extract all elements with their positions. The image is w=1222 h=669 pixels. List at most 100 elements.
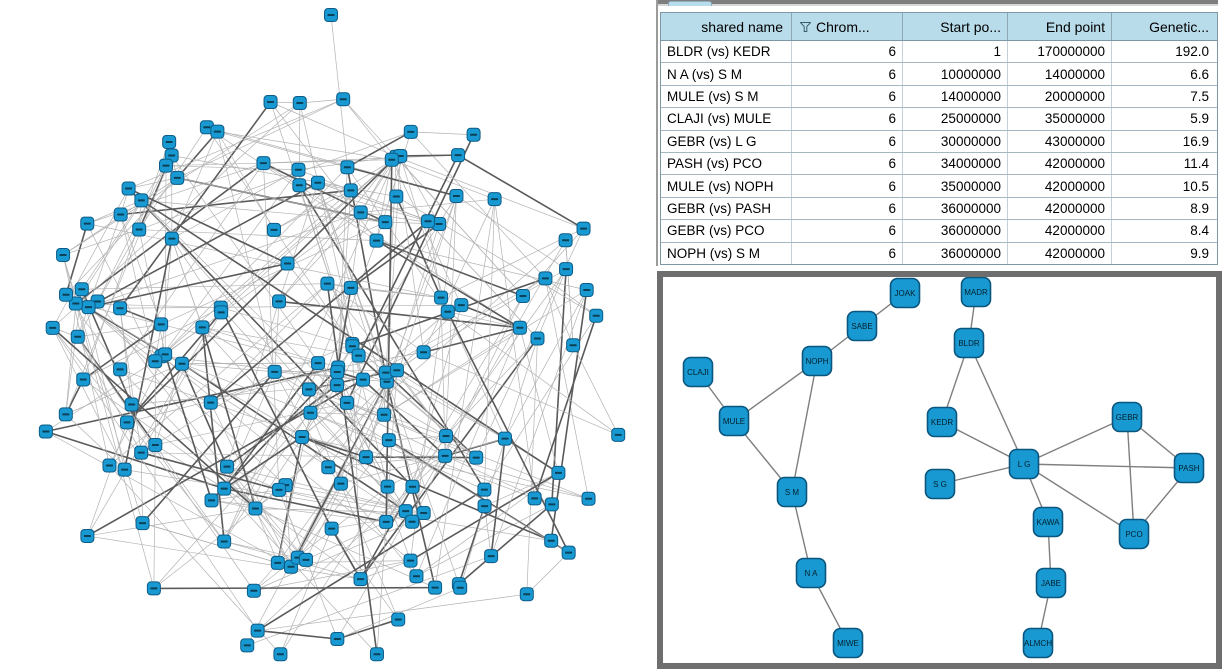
graph-node[interactable]: [81, 300, 96, 315]
column-header-genetic-distance[interactable]: Genetic...: [1112, 13, 1215, 40]
graph-node[interactable]: [58, 407, 73, 422]
graph-node[interactable]: [351, 348, 366, 363]
graph-node[interactable]: [263, 94, 278, 109]
graph-node[interactable]: [378, 215, 393, 230]
graph-node[interactable]: [291, 162, 306, 177]
graph-node[interactable]: [102, 458, 117, 473]
graph-node[interactable]: [380, 479, 395, 494]
graph-node[interactable]: [589, 308, 604, 323]
graph-node[interactable]: [113, 362, 128, 377]
graph-node[interactable]: [80, 528, 95, 543]
graph-node[interactable]: [369, 647, 384, 662]
graph-node[interactable]: [497, 431, 512, 446]
graph-node[interactable]: [403, 124, 418, 139]
graph-node[interactable]: [295, 429, 310, 444]
graph-node[interactable]: [170, 170, 185, 185]
graph-node[interactable]: [266, 222, 281, 237]
graph-node[interactable]: [113, 301, 128, 316]
graph-node[interactable]: [59, 287, 74, 302]
table-row[interactable]: CLAJI (vs) MULE 6 25000000 35000000 5.9: [661, 108, 1217, 131]
graph-node[interactable]: [217, 481, 232, 496]
graph-node[interactable]: [379, 514, 394, 529]
graph-node[interactable]: [68, 296, 83, 311]
graph-node[interactable]: ALMCH: [1022, 627, 1054, 659]
graph-node[interactable]: [544, 533, 559, 548]
graph-node[interactable]: [439, 429, 454, 444]
graph-edge[interactable]: [1023, 416, 1128, 465]
graph-node[interactable]: KEDR: [926, 406, 958, 438]
graph-node[interactable]: [544, 497, 559, 512]
graph-node[interactable]: [134, 193, 149, 208]
graph-node[interactable]: [246, 583, 261, 598]
graph-node[interactable]: [428, 580, 443, 595]
graph-node[interactable]: [561, 545, 576, 560]
graph-node[interactable]: [353, 205, 368, 220]
graph-node[interactable]: [512, 320, 527, 335]
graph-node[interactable]: [378, 365, 393, 380]
graph-node[interactable]: [454, 298, 469, 313]
graph-node[interactable]: [353, 572, 368, 587]
graph-node[interactable]: [330, 378, 345, 393]
graph-node[interactable]: S M: [776, 476, 808, 508]
graph-node[interactable]: [558, 233, 573, 248]
table-row[interactable]: NOPH (vs) S M 6 36000000 42000000 9.9: [661, 242, 1217, 264]
graph-node[interactable]: [440, 304, 455, 319]
graph-node[interactable]: [250, 623, 265, 638]
graph-node[interactable]: BLDR: [953, 327, 985, 359]
detail-network-canvas[interactable]: JOAK SABE NOPH CLAJI MULE S M N A MIWE MADR BLDR K…: [663, 277, 1216, 663]
graph-node[interactable]: [272, 294, 287, 309]
graph-node[interactable]: PCO: [1118, 518, 1150, 550]
graph-node[interactable]: [538, 271, 553, 286]
graph-node[interactable]: [45, 320, 60, 335]
graph-node[interactable]: [135, 516, 150, 531]
graph-edge[interactable]: [791, 360, 818, 493]
graph-node[interactable]: [214, 305, 229, 320]
graph-node[interactable]: [301, 382, 316, 397]
graph-node[interactable]: JABE: [1035, 567, 1067, 599]
graph-edge[interactable]: [1126, 416, 1135, 535]
graph-node[interactable]: [551, 465, 566, 480]
graph-node[interactable]: [113, 207, 128, 222]
graph-node[interactable]: [204, 493, 219, 508]
graph-node[interactable]: [453, 580, 468, 595]
table-row[interactable]: MULE (vs) S M 6 14000000 20000000 7.5: [661, 85, 1217, 109]
graph-node[interactable]: [356, 372, 371, 387]
graph-node[interactable]: [148, 354, 163, 369]
graph-node[interactable]: [74, 282, 89, 297]
graph-node[interactable]: [311, 356, 326, 371]
graph-node[interactable]: [330, 364, 345, 379]
graph-edge[interactable]: [968, 342, 1025, 465]
graph-node[interactable]: [330, 631, 345, 646]
graph-node[interactable]: [416, 506, 431, 521]
graph-node[interactable]: [469, 450, 484, 465]
graph-node[interactable]: [162, 134, 177, 149]
graph-node[interactable]: [381, 433, 396, 448]
graph-node[interactable]: [56, 247, 71, 262]
graph-node[interactable]: [256, 156, 271, 171]
graph-node[interactable]: [409, 569, 424, 584]
graph-node[interactable]: [377, 407, 392, 422]
graph-node[interactable]: [273, 647, 288, 662]
graph-node[interactable]: [579, 282, 594, 297]
table-row[interactable]: GEBR (vs) PCO 6 36000000 42000000 8.4: [661, 220, 1217, 243]
graph-node[interactable]: SABE: [846, 310, 878, 342]
graph-node[interactable]: [217, 534, 232, 549]
graph-node[interactable]: [420, 214, 435, 229]
graph-node[interactable]: [117, 462, 132, 477]
overview-network-canvas[interactable]: [0, 0, 655, 669]
table-row[interactable]: PASH (vs) PCO 6 34000000 42000000 11.4: [661, 152, 1217, 176]
graph-node[interactable]: [416, 345, 431, 360]
graph-node[interactable]: JOAK: [889, 277, 921, 309]
graph-node[interactable]: [248, 501, 263, 516]
graph-node[interactable]: [449, 188, 464, 203]
graph-node[interactable]: [292, 178, 307, 193]
graph-node[interactable]: [210, 124, 225, 139]
graph-node[interactable]: NOPH: [801, 345, 833, 377]
column-header-shared-name[interactable]: shared name: [661, 13, 792, 40]
graph-node[interactable]: [405, 514, 420, 529]
graph-edge[interactable]: [1023, 463, 1190, 469]
graph-node[interactable]: [466, 127, 481, 142]
graph-node[interactable]: [527, 491, 542, 506]
graph-node[interactable]: MIWE: [832, 627, 864, 659]
graph-node[interactable]: [434, 290, 449, 305]
